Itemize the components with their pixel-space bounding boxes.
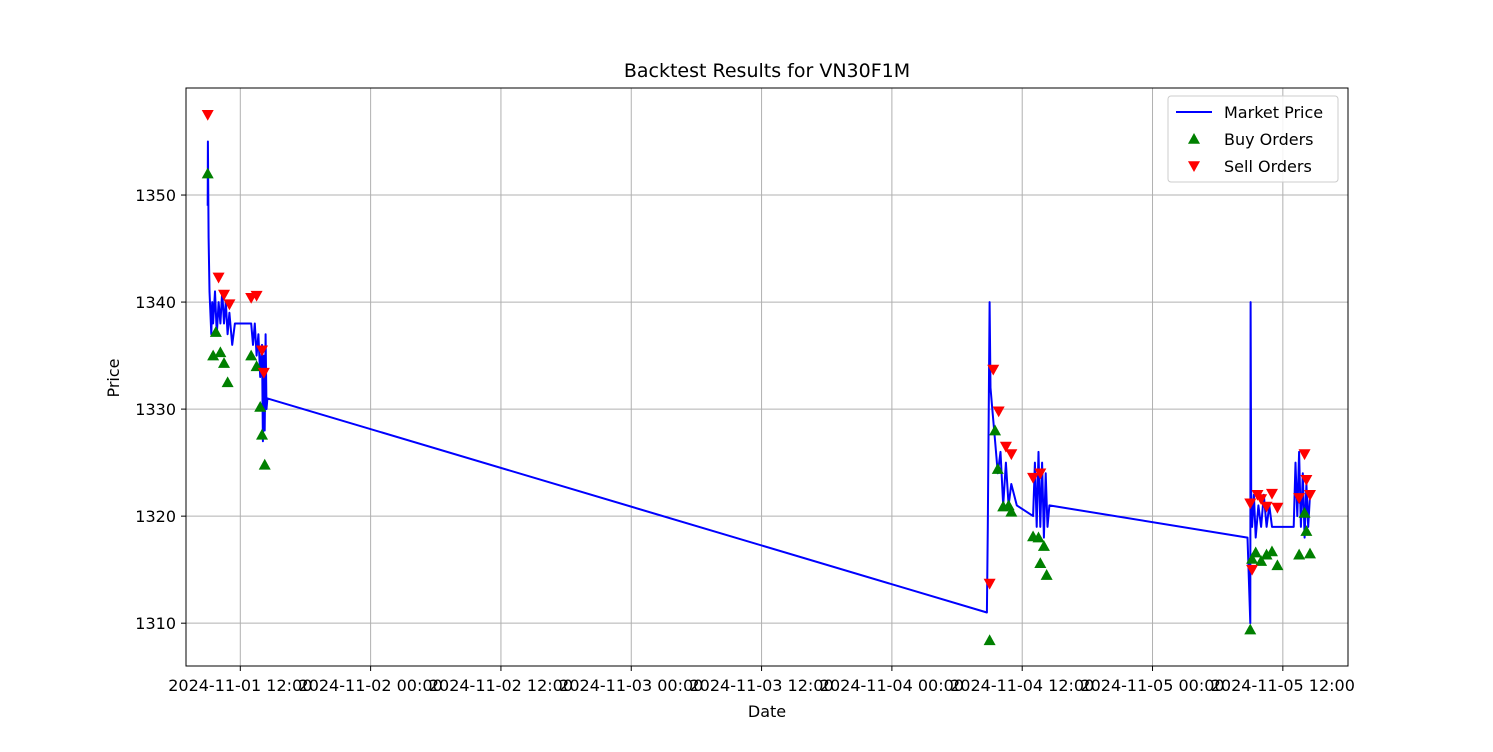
y-tick-label: 1330	[135, 400, 176, 419]
buy-order-marker	[1037, 540, 1050, 551]
sell-order-markers	[201, 109, 1316, 590]
buy-order-marker	[1249, 546, 1262, 558]
buy-order-marker	[1298, 506, 1311, 518]
sell-order-marker	[257, 367, 270, 379]
sell-order-marker	[983, 578, 996, 590]
legend-entry-label: Sell Orders	[1224, 157, 1312, 176]
legend-buy-swatch	[1188, 133, 1200, 144]
sell-order-marker	[999, 441, 1012, 453]
x-axis-label: Date	[748, 702, 786, 721]
x-tick-label: 2024-11-01 12:00	[168, 676, 312, 695]
x-tick-label: 2024-11-02 12:00	[429, 676, 573, 695]
x-tick-label: 2024-11-04 00:00	[820, 676, 964, 695]
buy-order-marker	[989, 424, 1002, 436]
buy-order-marker	[254, 400, 267, 412]
sell-order-marker	[1293, 493, 1306, 504]
buy-order-marker	[1303, 547, 1316, 559]
buy-order-marker	[258, 458, 271, 470]
buy-order-marker	[1032, 531, 1045, 543]
y-axis-label: Price	[104, 358, 123, 397]
y-tick-label: 1320	[135, 507, 176, 526]
sell-order-marker	[1244, 498, 1257, 510]
sell-order-marker	[256, 345, 269, 357]
buy-order-marker	[218, 357, 231, 368]
buy-order-marker	[214, 346, 227, 358]
buy-order-marker	[256, 428, 269, 440]
sell-order-marker	[1271, 502, 1284, 514]
sell-order-marker	[1255, 494, 1268, 506]
buy-order-marker	[221, 376, 234, 388]
legend-entry-label: Buy Orders	[1224, 130, 1313, 149]
legend: Market Price Buy Orders Sell Orders	[1167, 95, 1339, 183]
market-price-line	[206, 140, 1311, 625]
y-tick-label: 1310	[135, 614, 176, 633]
sell-order-marker	[1298, 449, 1311, 461]
buy-order-marker	[207, 349, 220, 361]
buy-order-marker	[245, 349, 258, 361]
sell-order-marker	[201, 109, 214, 121]
buy-order-marker	[1246, 552, 1259, 564]
chart-title: Backtest Results for VN30F1M	[624, 60, 910, 82]
sell-order-marker	[212, 272, 225, 284]
buy-order-marker	[1265, 545, 1278, 557]
plot-frame	[185, 87, 1349, 667]
sell-order-marker	[1027, 472, 1040, 484]
sell-order-marker	[1265, 488, 1278, 500]
sell-order-marker	[1034, 468, 1047, 480]
buy-order-marker	[1244, 623, 1257, 635]
buy-order-marker	[1005, 505, 1018, 517]
x-tick-label: 2024-11-03 12:00	[689, 676, 833, 695]
sell-order-marker	[250, 290, 263, 302]
plot-area	[201, 109, 1316, 646]
buy-order-marker	[1040, 569, 1053, 580]
sell-order-marker	[1246, 564, 1259, 576]
price-series	[206, 140, 1311, 625]
buy-order-marker	[1255, 555, 1268, 566]
sell-order-marker	[1303, 489, 1316, 501]
sell-order-marker	[223, 299, 236, 311]
x-tick-label: 2024-11-02 00:00	[299, 676, 443, 695]
sell-order-marker	[218, 289, 231, 301]
y-tick-label: 1350	[135, 186, 176, 205]
sell-order-marker	[1260, 501, 1273, 513]
buy-order-marker	[1271, 559, 1284, 571]
legend-sell-swatch	[1188, 161, 1200, 172]
x-tick-label: 2024-11-05 12:00	[1211, 676, 1355, 695]
buy-order-marker	[1034, 557, 1047, 569]
sell-order-marker	[1300, 474, 1313, 486]
buy-order-marker	[201, 167, 214, 179]
legend-entry-label: Market Price	[1224, 103, 1323, 122]
x-tick-label: 2024-11-03 00:00	[559, 676, 703, 695]
buy-order-markers	[201, 167, 1316, 646]
x-tick-label: 2024-11-04 12:00	[950, 676, 1094, 695]
sell-order-marker	[987, 364, 1000, 376]
buy-order-marker	[983, 634, 996, 646]
gridlines	[186, 88, 1348, 666]
sell-order-marker	[992, 406, 1005, 418]
sell-order-marker	[1005, 449, 1018, 461]
buy-order-marker	[1260, 548, 1273, 560]
y-tick-label: 1340	[135, 293, 176, 312]
x-tick-label: 2024-11-05 00:00	[1080, 676, 1224, 695]
buy-order-marker	[1293, 548, 1306, 560]
y-axis: 1310 1320 1330 1340 1350	[135, 186, 186, 633]
buy-order-marker	[991, 463, 1004, 474]
buy-order-marker	[209, 326, 222, 337]
buy-order-marker	[1300, 525, 1313, 536]
legend-box	[1167, 95, 1339, 183]
